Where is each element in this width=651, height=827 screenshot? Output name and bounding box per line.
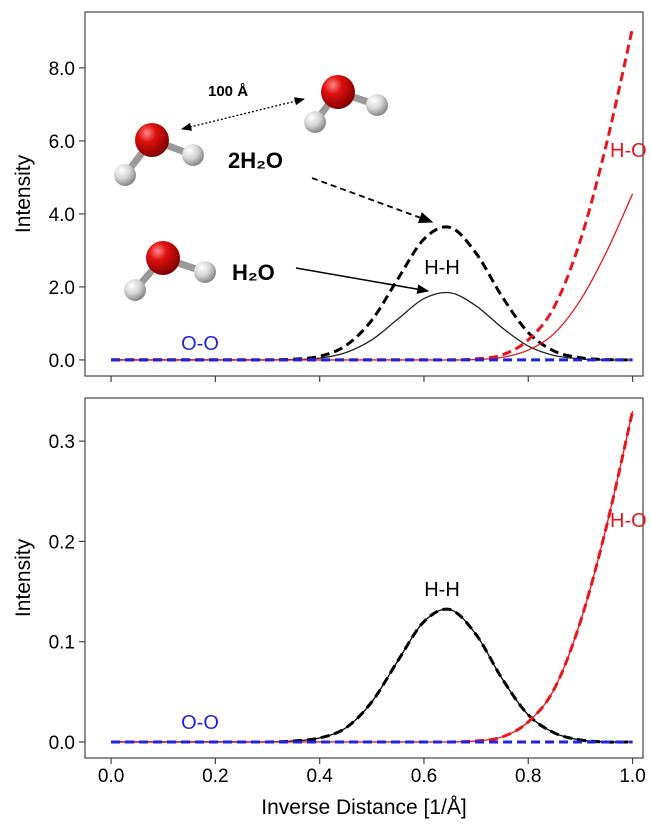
x-axis-label: Inverse Distance [1/Å] [261, 796, 466, 819]
annotation: H-O [610, 140, 647, 162]
annotation: 100 Å [208, 83, 248, 100]
hydrogen [182, 144, 204, 166]
plot-frame [84, 397, 644, 759]
plot-area [111, 27, 635, 362]
y-tick-label: 0.3 [49, 432, 75, 453]
hydrogen [194, 261, 216, 283]
annotation: H-H [424, 579, 460, 601]
arrow [295, 267, 430, 294]
hydrogen [304, 111, 326, 133]
molecules [114, 75, 434, 301]
data-line [111, 27, 635, 362]
y-tick-label: 0.2 [49, 532, 75, 553]
x-tick-label: 1.0 [619, 766, 645, 787]
distance-arrow [180, 97, 306, 131]
x-tick-label: 0.6 [411, 766, 437, 787]
y-tick-label: 0.0 [49, 733, 75, 754]
y-tick-label: 6.0 [49, 132, 75, 153]
annotation: H-O [610, 510, 647, 532]
annotation: H-H [424, 257, 460, 279]
plots: 0.0 2.0 4.0 6.0 8.0 Intensity 0.0 0.1 0.2 0.3 0.0 0… [12, 11, 646, 819]
x-tick-label: 0.0 [98, 766, 124, 787]
x-tick-label: 0.8 [515, 766, 541, 787]
oxygen [146, 241, 180, 275]
annotation: O-O [181, 333, 219, 355]
y-tick-label: 2.0 [49, 278, 75, 299]
y-tick-label: 0.0 [49, 351, 75, 372]
oxygen [321, 75, 355, 109]
x-tick-label: 0.4 [306, 766, 333, 787]
plot-area [111, 410, 635, 744]
hydrogen [124, 279, 146, 301]
arrow [311, 177, 434, 223]
hydrogen [366, 94, 388, 116]
plot-frame [84, 11, 644, 377]
y-axis-label: Intensity [12, 154, 35, 233]
data-line [111, 410, 634, 743]
annotation: H₂O [232, 260, 275, 285]
y-tick-label: 8.0 [49, 59, 75, 80]
annotation: O-O [181, 712, 219, 734]
oxygen [135, 123, 169, 157]
data-line [111, 410, 635, 744]
hydrogen [114, 164, 136, 186]
x-tick-label: 0.2 [202, 766, 228, 787]
y-tick-label: 0.1 [49, 633, 75, 654]
y-tick-label: 4.0 [49, 205, 75, 226]
y-axis-label: Intensity [12, 538, 35, 617]
annotation: 2H₂O [228, 148, 283, 173]
